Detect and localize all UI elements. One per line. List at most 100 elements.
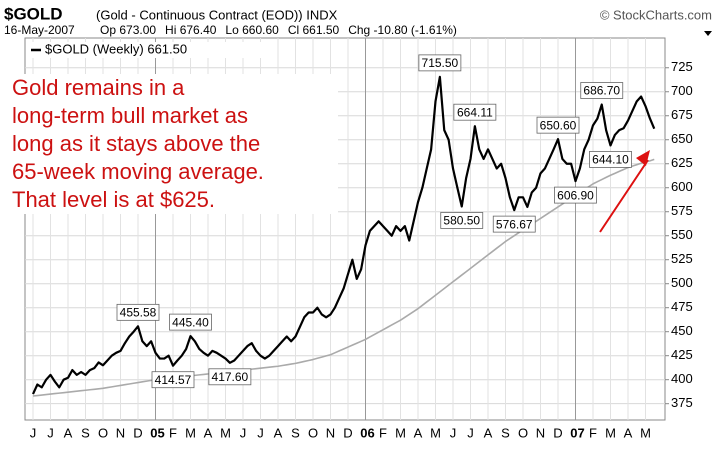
value-label-box	[589, 151, 632, 168]
annotation-line: That level is at $625.	[12, 187, 215, 212]
x-tick-label: J	[257, 425, 264, 440]
symbol: $GOLD	[4, 4, 63, 23]
x-tick-label: N	[326, 425, 335, 440]
value-label: 576.67	[496, 217, 533, 231]
x-tick-label: D	[133, 425, 142, 440]
value-label: 686.70	[583, 84, 620, 98]
quote-field: Hi 676.40	[165, 23, 217, 37]
value-label-box	[492, 215, 536, 233]
value-label-box	[418, 54, 462, 72]
value-label-box	[536, 116, 580, 134]
dropdown-icon	[704, 31, 712, 36]
x-tick-label: 06	[360, 425, 374, 440]
x-tick-label: S	[81, 425, 90, 440]
x-tick-label: N	[536, 425, 545, 440]
value-label: 664.11	[457, 105, 493, 119]
y-tick-label: 475	[671, 299, 693, 314]
annotation-line: Gold remains in a	[12, 75, 185, 100]
x-tick-label: A	[64, 425, 73, 440]
y-tick-label: 450	[671, 323, 693, 338]
y-tick-label: 400	[671, 371, 693, 386]
series-line	[32, 158, 655, 397]
value-label: 414.57	[155, 373, 192, 387]
value-label: 445.40	[172, 315, 209, 329]
value-label: 417.60	[212, 370, 249, 384]
x-tick-label: J	[467, 425, 474, 440]
arrow-head	[636, 150, 650, 166]
x-tick-label: M	[605, 425, 616, 440]
legend-label: $GOLD (Weekly) 661.50	[45, 41, 187, 56]
quote-field: Op 673.00	[100, 23, 156, 37]
x-tick-label: M	[640, 425, 651, 440]
x-tick-label: D	[343, 425, 352, 440]
annotation-line: 65-week moving average.	[12, 159, 264, 184]
y-tick-label: 575	[671, 203, 693, 218]
value-label: 606.90	[557, 188, 594, 202]
value-label-box	[169, 313, 212, 331]
annotation-bg	[8, 158, 338, 186]
value-label-box	[453, 103, 497, 121]
quote: Op 673.00 Hi 676.40 Lo 660.60 Cl 661.50 Chg …	[100, 23, 457, 37]
x-tick-label: 05	[150, 425, 164, 440]
value-label: 644.10	[592, 153, 629, 167]
annotation-bg	[8, 186, 338, 214]
value-label-box	[554, 186, 597, 204]
x-tick-label: S	[501, 425, 510, 440]
legend: $GOLD (Weekly) 661.50	[27, 41, 267, 58]
annotation-line: long as it stays above the	[12, 131, 260, 156]
series-line	[31, 75, 656, 395]
y-tick-label: 550	[671, 227, 693, 242]
y-tick-label: 375	[671, 395, 693, 410]
quote-field: Chg -10.80 (-1.61%)	[348, 23, 457, 37]
x-tick-label: S	[291, 425, 300, 440]
x-tick-label: J	[240, 425, 247, 440]
value-label-box	[580, 82, 624, 99]
lines	[31, 75, 656, 397]
value-label: 650.60	[540, 118, 577, 132]
x-tick-label: M	[220, 425, 231, 440]
annotation-bg	[8, 102, 338, 130]
value-label-box	[208, 368, 252, 386]
plot-frame	[24, 37, 666, 421]
x-tick-label: J	[30, 425, 37, 440]
y-tick-label: 525	[671, 251, 693, 266]
annotation: Gold remains in a long-term bull market a…	[8, 74, 338, 214]
y-tick-label: 500	[671, 275, 693, 290]
value-labels: 455.58 414.57 445.40 417.60 715.50 580.50 664.…	[116, 54, 632, 389]
date: 16-May-2007	[4, 23, 75, 37]
y-tick-label: 725	[671, 59, 693, 74]
x-tick-label: N	[116, 425, 125, 440]
y-tick-label: 600	[671, 179, 693, 194]
x-tick-label: M	[430, 425, 441, 440]
x-tick-label: A	[624, 425, 633, 440]
value-label-box	[116, 303, 160, 321]
x-tick-label: O	[98, 425, 108, 440]
x-tick-label: A	[484, 425, 493, 440]
value-label: 580.50	[443, 214, 480, 228]
x-tick-label: D	[553, 425, 562, 440]
x-tick-label: O	[518, 425, 528, 440]
x-tick-label: A	[274, 425, 283, 440]
x-tick-label: 07	[570, 425, 584, 440]
value-label: 715.50	[422, 56, 459, 70]
y-tick-label: 650	[671, 131, 693, 146]
y-tick-label: 700	[671, 83, 693, 98]
value-label-box	[151, 371, 195, 389]
annotation-bg	[8, 130, 338, 158]
x-tick-label: A	[204, 425, 213, 440]
x-tick-label: M	[395, 425, 406, 440]
annotation-bg	[8, 74, 338, 102]
x-tick-label: F	[589, 425, 597, 440]
axes: 375 400 425 450 475 500 525 550 575 600 625 650 675 7…	[30, 59, 693, 440]
x-tick-label: J	[47, 425, 54, 440]
subtitle: (Gold - Continuous Contract (EOD)) INDX	[96, 7, 338, 22]
x-tick-label: F	[379, 425, 387, 440]
x-tick-label: M	[185, 425, 196, 440]
arrow	[599, 159, 649, 233]
x-tick-label: F	[169, 425, 177, 440]
y-tick-label: 625	[671, 155, 693, 170]
value-label: 455.58	[120, 306, 157, 320]
